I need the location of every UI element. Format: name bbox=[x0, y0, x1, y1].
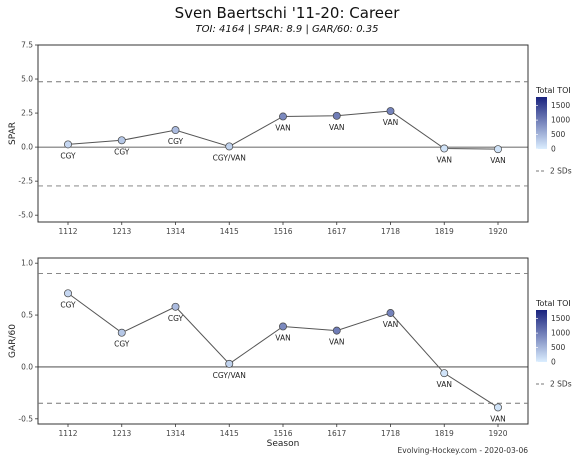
team-label: VAN bbox=[490, 414, 505, 423]
x-tick-label: 1516 bbox=[273, 429, 292, 438]
team-label: VAN bbox=[437, 155, 452, 164]
x-tick-label: 1415 bbox=[220, 429, 239, 438]
data-point bbox=[332, 111, 341, 120]
colorbar-tick-label: 0 bbox=[551, 358, 556, 367]
y-axis-title: SPAR bbox=[8, 122, 18, 145]
x-tick-label: 1718 bbox=[381, 227, 400, 236]
team-label: VAN bbox=[275, 333, 290, 342]
y-tick-label: 0.0 bbox=[21, 143, 33, 152]
team-label: CGY bbox=[168, 137, 184, 146]
x-tick-label: 1617 bbox=[327, 429, 346, 438]
data-point bbox=[386, 107, 395, 115]
x-tick-label: 1819 bbox=[435, 227, 454, 236]
data-point bbox=[494, 145, 502, 154]
x-tick-label: 1920 bbox=[488, 429, 507, 438]
data-point bbox=[225, 359, 234, 368]
legend-title: Total TOI bbox=[535, 299, 571, 308]
toi-colorbar bbox=[536, 97, 547, 149]
x-tick-label: 1213 bbox=[112, 227, 131, 236]
y-tick-label: 5.0 bbox=[21, 75, 33, 84]
team-label: VAN bbox=[383, 320, 398, 329]
source-caption: Evolving-Hockey.com - 2020-03-06 bbox=[398, 446, 529, 455]
y-tick-label: -2.5 bbox=[18, 177, 33, 186]
data-point bbox=[171, 126, 180, 135]
colorbar-tick-label: 1000 bbox=[551, 329, 570, 338]
y-tick-label: 2.5 bbox=[21, 109, 33, 118]
team-label: VAN bbox=[275, 123, 290, 132]
team-label: CGY bbox=[114, 147, 130, 156]
y-tick-label: -0.5 bbox=[18, 414, 33, 423]
gar60-panel: -0.5 0.0 0.5 1.0 1112 1213 1314 1415 1516 1617 171… bbox=[8, 257, 529, 449]
x-tick-label: 1920 bbox=[488, 227, 507, 236]
x-tick-label: 1112 bbox=[58, 227, 77, 236]
colorbar-tick-label: 1000 bbox=[551, 116, 570, 125]
data-point bbox=[494, 403, 502, 412]
colorbar-tick-label: 0 bbox=[551, 145, 556, 154]
y-tick-label: 7.5 bbox=[21, 41, 33, 50]
team-label: CGY bbox=[168, 314, 184, 323]
x-tick-label: 1516 bbox=[273, 227, 292, 236]
data-point bbox=[332, 326, 341, 335]
x-tick-label: 1314 bbox=[166, 429, 185, 438]
data-point bbox=[225, 142, 234, 151]
team-label: VAN bbox=[383, 118, 398, 127]
data-point bbox=[386, 309, 395, 317]
chart-subtitle: TOI: 4164 | SPAR: 8.9 | GAR/60: 0.35 bbox=[196, 24, 379, 35]
x-tick-label: 1213 bbox=[112, 429, 131, 438]
data-point bbox=[279, 322, 287, 331]
colorbar-tick-label: 1500 bbox=[551, 101, 570, 110]
x-tick-label: 1314 bbox=[166, 227, 185, 236]
x-tick-label: 1617 bbox=[327, 227, 346, 236]
data-point bbox=[279, 112, 287, 121]
y-tick-label: 1.0 bbox=[21, 259, 33, 268]
spar-legend: Total TOI 1500 1000 500 0 2 SDs bbox=[535, 86, 572, 176]
colorbar-tick-label: 500 bbox=[551, 130, 566, 139]
sd-legend-label: 2 SDs bbox=[550, 167, 572, 176]
data-point bbox=[64, 140, 72, 149]
x-tick-label: 1112 bbox=[58, 429, 77, 438]
y-tick-label: -5.0 bbox=[18, 211, 33, 220]
legend-title: Total TOI bbox=[535, 86, 571, 95]
x-axis-title: Season bbox=[267, 439, 300, 449]
gar60-legend: Total TOI 1500 1000 500 0 2 SDs bbox=[535, 299, 572, 389]
team-label: CGY bbox=[60, 151, 76, 160]
panel-frame bbox=[37, 257, 529, 425]
team-label: VAN bbox=[329, 123, 344, 132]
colorbar-tick-label: 500 bbox=[551, 343, 566, 352]
sd-legend-label: 2 SDs bbox=[550, 380, 572, 389]
colorbar-tick-label: 1500 bbox=[551, 314, 570, 323]
data-point bbox=[117, 328, 126, 337]
team-label: VAN bbox=[329, 338, 344, 347]
team-label: VAN bbox=[490, 156, 505, 165]
data-point bbox=[64, 289, 72, 298]
x-tick-label: 1718 bbox=[381, 429, 400, 438]
data-point bbox=[117, 136, 126, 145]
team-label: CGY/VAN bbox=[213, 153, 246, 162]
panel-frame bbox=[37, 44, 529, 223]
toi-colorbar bbox=[536, 310, 547, 362]
data-point bbox=[171, 302, 180, 311]
team-label: CGY bbox=[114, 340, 130, 349]
data-point bbox=[440, 369, 449, 378]
spar-panel: -5.0 -2.5 0.0 2.5 5.0 7.5 1112 1213 1314 1415 1516… bbox=[8, 41, 529, 236]
team-label: CGY/VAN bbox=[213, 371, 246, 380]
y-axis-title: GAR/60 bbox=[8, 324, 18, 358]
data-point bbox=[440, 144, 449, 153]
team-label: CGY bbox=[60, 300, 76, 309]
y-tick-label: 0.5 bbox=[21, 311, 33, 320]
y-tick-label: 0.0 bbox=[21, 362, 33, 371]
x-tick-label: 1819 bbox=[435, 429, 454, 438]
chart-title: Sven Baertschi '11-20: Career bbox=[175, 4, 401, 22]
team-label: VAN bbox=[437, 380, 452, 389]
x-tick-label: 1415 bbox=[220, 227, 239, 236]
